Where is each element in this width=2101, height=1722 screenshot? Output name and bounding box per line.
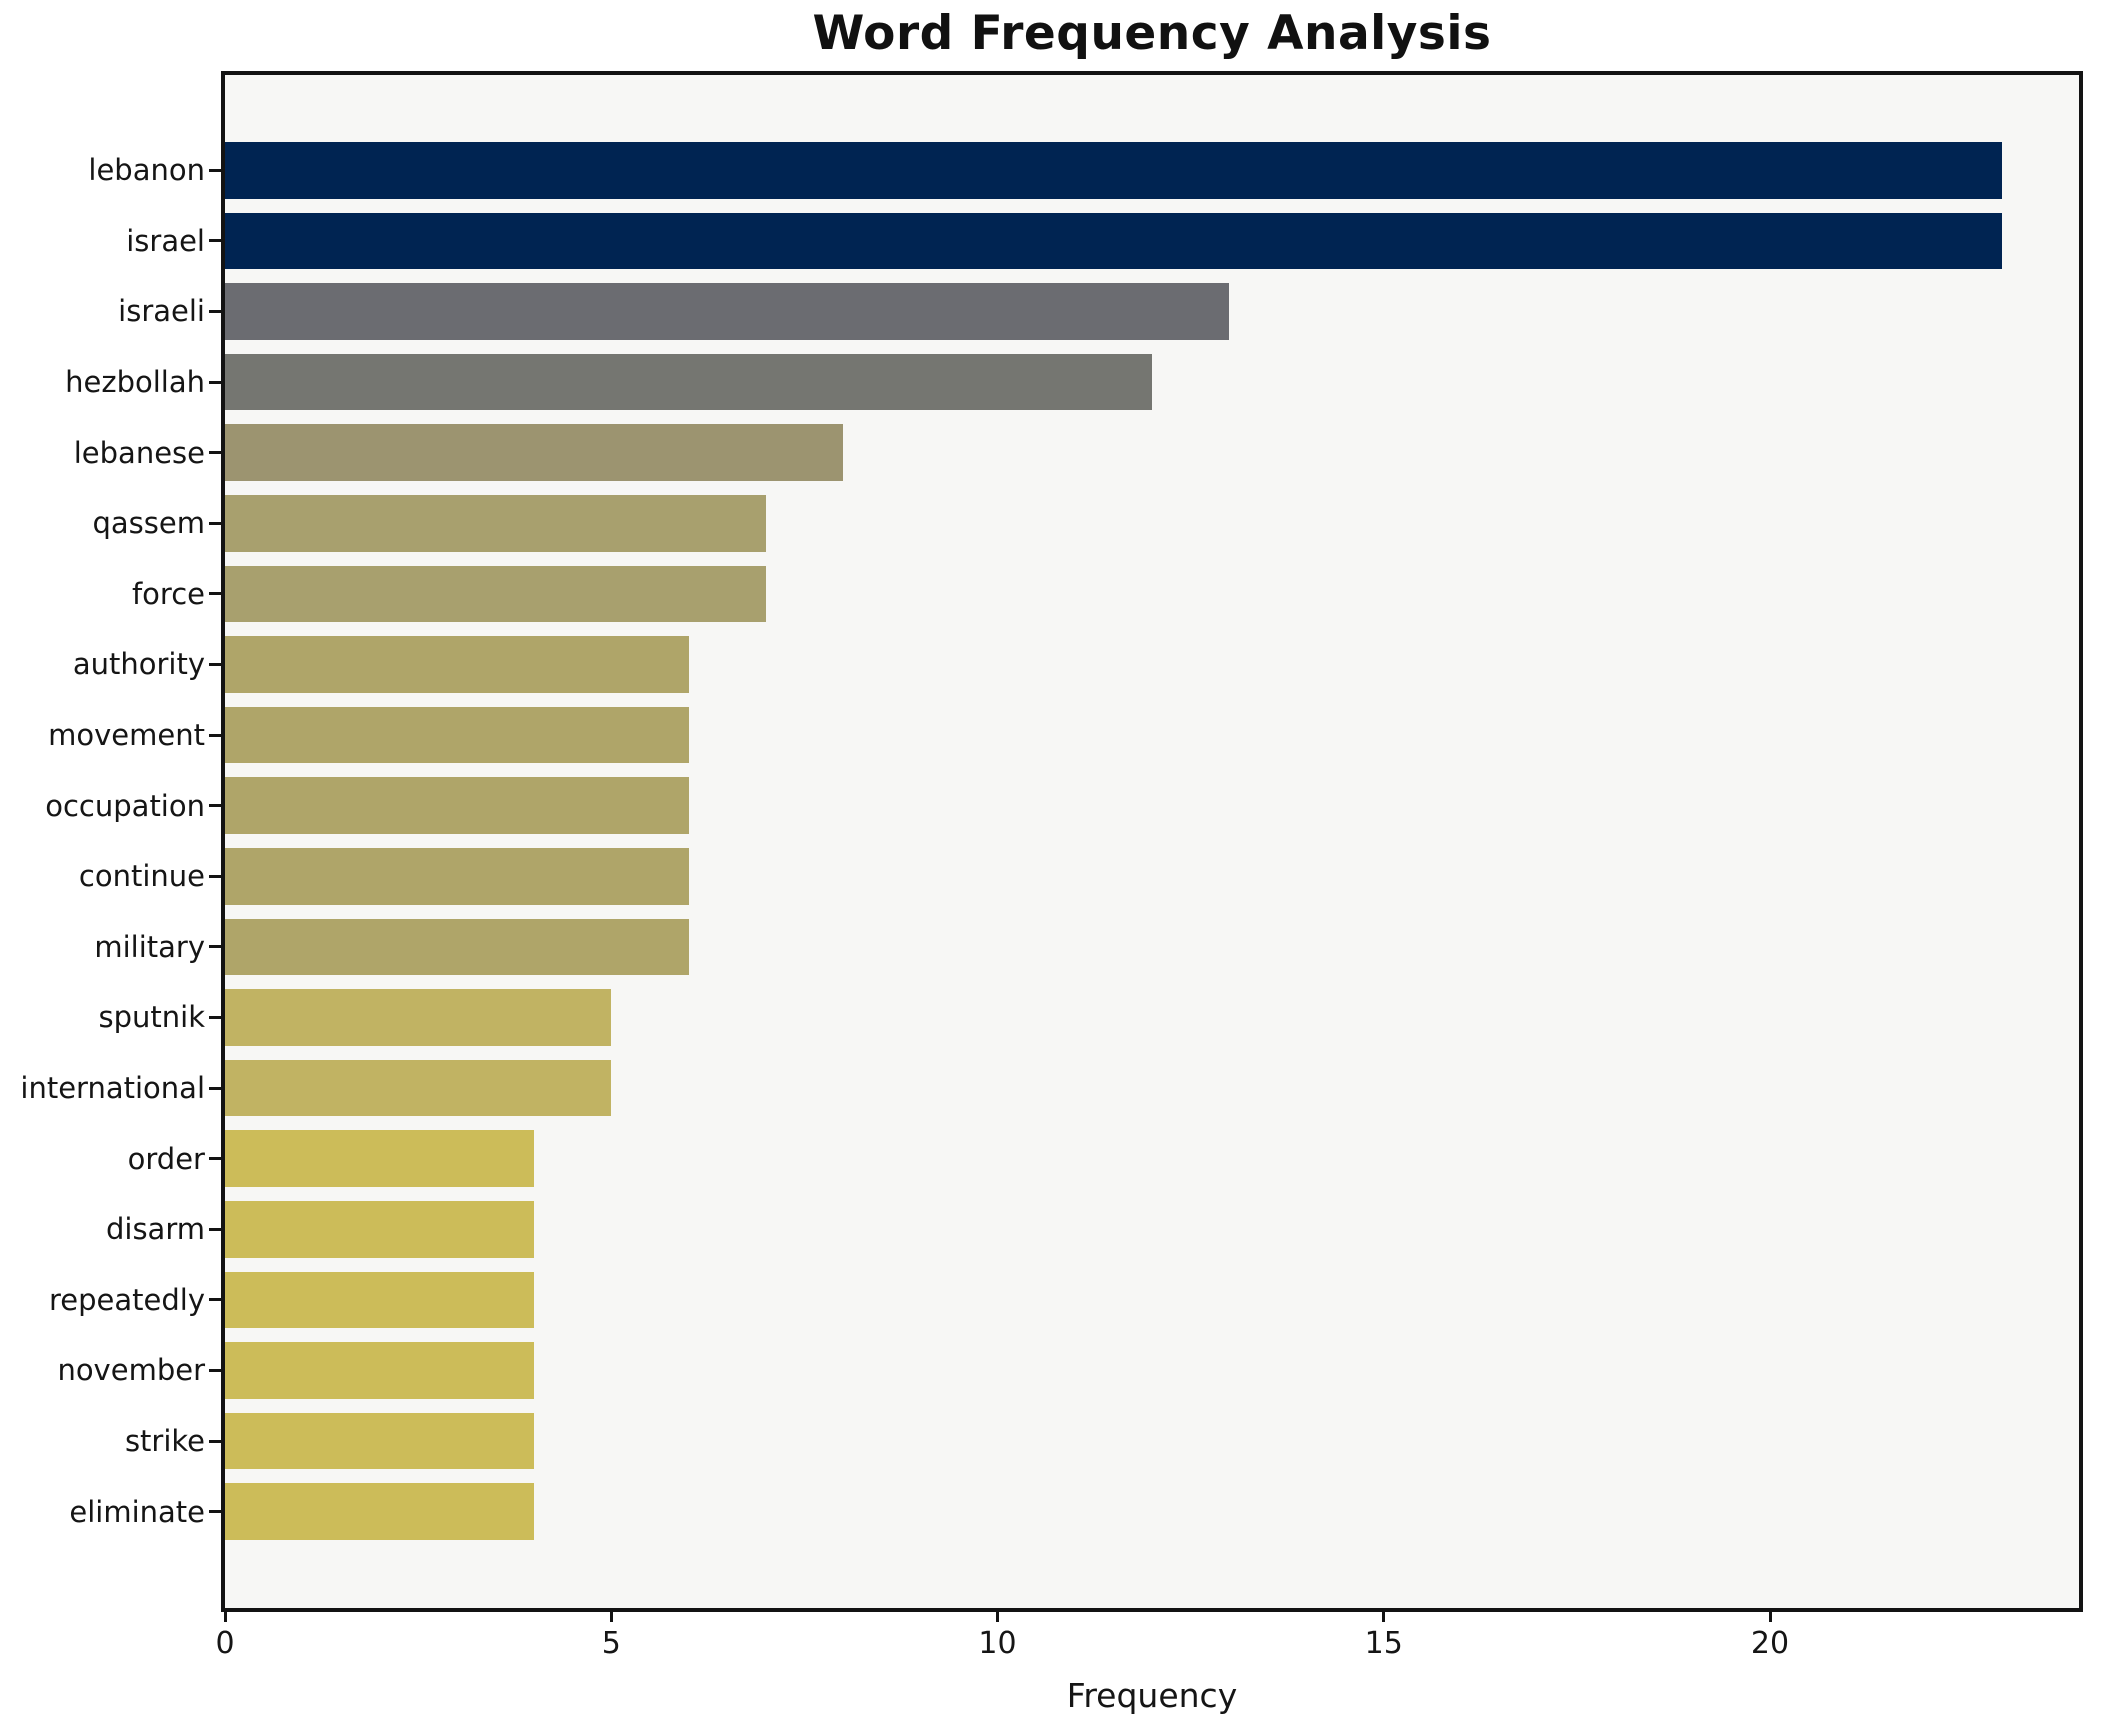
- y-tick-label-authority: authority: [72, 647, 205, 682]
- y-tick-label-lebanon: lebanon: [88, 153, 205, 188]
- y-tick-label-military: military: [94, 929, 205, 964]
- bar-force: [225, 565, 766, 623]
- y-tick-label-november: november: [57, 1353, 205, 1388]
- bar-lebanese: [225, 424, 843, 481]
- y-tick-mark: [209, 1439, 221, 1443]
- bar-eliminate: [225, 1483, 534, 1540]
- bar-occupation: [225, 777, 689, 834]
- y-tick-label-strike: strike: [124, 1424, 205, 1459]
- y-tick-mark: [209, 1298, 221, 1302]
- y-tick-label-israeli: israeli: [118, 294, 205, 329]
- bar-order: [225, 1130, 534, 1187]
- x-tick-mark: [223, 1612, 227, 1622]
- y-tick-label-force: force: [131, 576, 205, 611]
- bar-movement: [225, 706, 689, 764]
- y-tick-mark: [209, 1015, 221, 1019]
- y-tick-label-eliminate: eliminate: [69, 1494, 205, 1529]
- y-tick-mark: [209, 1510, 221, 1514]
- x-tick-label-20: 20: [1750, 1626, 1790, 1661]
- x-tick-label-10: 10: [978, 1626, 1017, 1661]
- bar-hezbollah: [225, 353, 1152, 411]
- plot-area: [221, 71, 2083, 1612]
- x-axis-title: Frequency: [1066, 1676, 1238, 1715]
- x-tick-label-15: 15: [1364, 1626, 1403, 1661]
- bar-military: [225, 918, 689, 976]
- bar-repeatedly: [225, 1271, 534, 1329]
- y-tick-mark: [209, 733, 221, 737]
- y-tick-mark: [209, 168, 221, 172]
- y-tick-label-continue: continue: [78, 859, 205, 894]
- bar-israel: [225, 212, 2002, 270]
- y-tick-mark: [209, 804, 221, 808]
- x-tick-mark: [1768, 1612, 1772, 1622]
- y-tick-mark: [209, 592, 221, 596]
- y-tick-label-hezbollah: hezbollah: [65, 365, 205, 400]
- y-tick-mark: [209, 874, 221, 878]
- bar-sputnik: [225, 989, 612, 1046]
- bar-continue: [225, 848, 689, 905]
- y-tick-label-movement: movement: [48, 718, 205, 753]
- bar-qassem: [225, 495, 766, 552]
- y-tick-mark: [209, 239, 221, 243]
- y-tick-mark: [209, 945, 221, 949]
- y-tick-mark: [209, 1157, 221, 1161]
- y-tick-label-international: international: [20, 1071, 205, 1106]
- y-tick-label-order: order: [127, 1141, 205, 1176]
- y-tick-label-disarm: disarm: [105, 1212, 205, 1247]
- y-tick-label-qassem: qassem: [92, 506, 206, 541]
- y-tick-mark: [209, 1227, 221, 1231]
- bars-layer: [225, 75, 2079, 1608]
- bar-strike: [225, 1412, 534, 1470]
- y-tick-mark: [209, 309, 221, 313]
- y-tick-label-lebanese: lebanese: [73, 435, 205, 470]
- y-tick-label-occupation: occupation: [45, 788, 205, 823]
- x-tick-mark: [996, 1612, 999, 1622]
- y-tick-mark: [209, 521, 221, 525]
- chart-title: Word Frequency Analysis: [812, 6, 1492, 61]
- bar-authority: [225, 636, 689, 693]
- y-tick-label-repeatedly: repeatedly: [49, 1282, 205, 1317]
- y-tick-label-israel: israel: [126, 223, 205, 258]
- x-tick-mark: [609, 1612, 613, 1622]
- bar-disarm: [225, 1201, 534, 1258]
- y-tick-mark: [209, 1368, 221, 1372]
- y-tick-mark: [209, 451, 221, 455]
- x-tick-mark: [1382, 1612, 1386, 1622]
- bar-israeli: [225, 283, 1230, 340]
- x-tick-label-0: 0: [215, 1626, 235, 1661]
- bar-lebanon: [225, 142, 2002, 199]
- x-tick-label-5: 5: [601, 1626, 621, 1661]
- y-tick-label-sputnik: sputnik: [98, 1000, 206, 1035]
- y-tick-mark: [209, 1086, 221, 1090]
- y-tick-mark: [209, 662, 221, 666]
- bar-international: [225, 1059, 612, 1117]
- y-tick-mark: [209, 380, 221, 384]
- bar-november: [225, 1342, 534, 1399]
